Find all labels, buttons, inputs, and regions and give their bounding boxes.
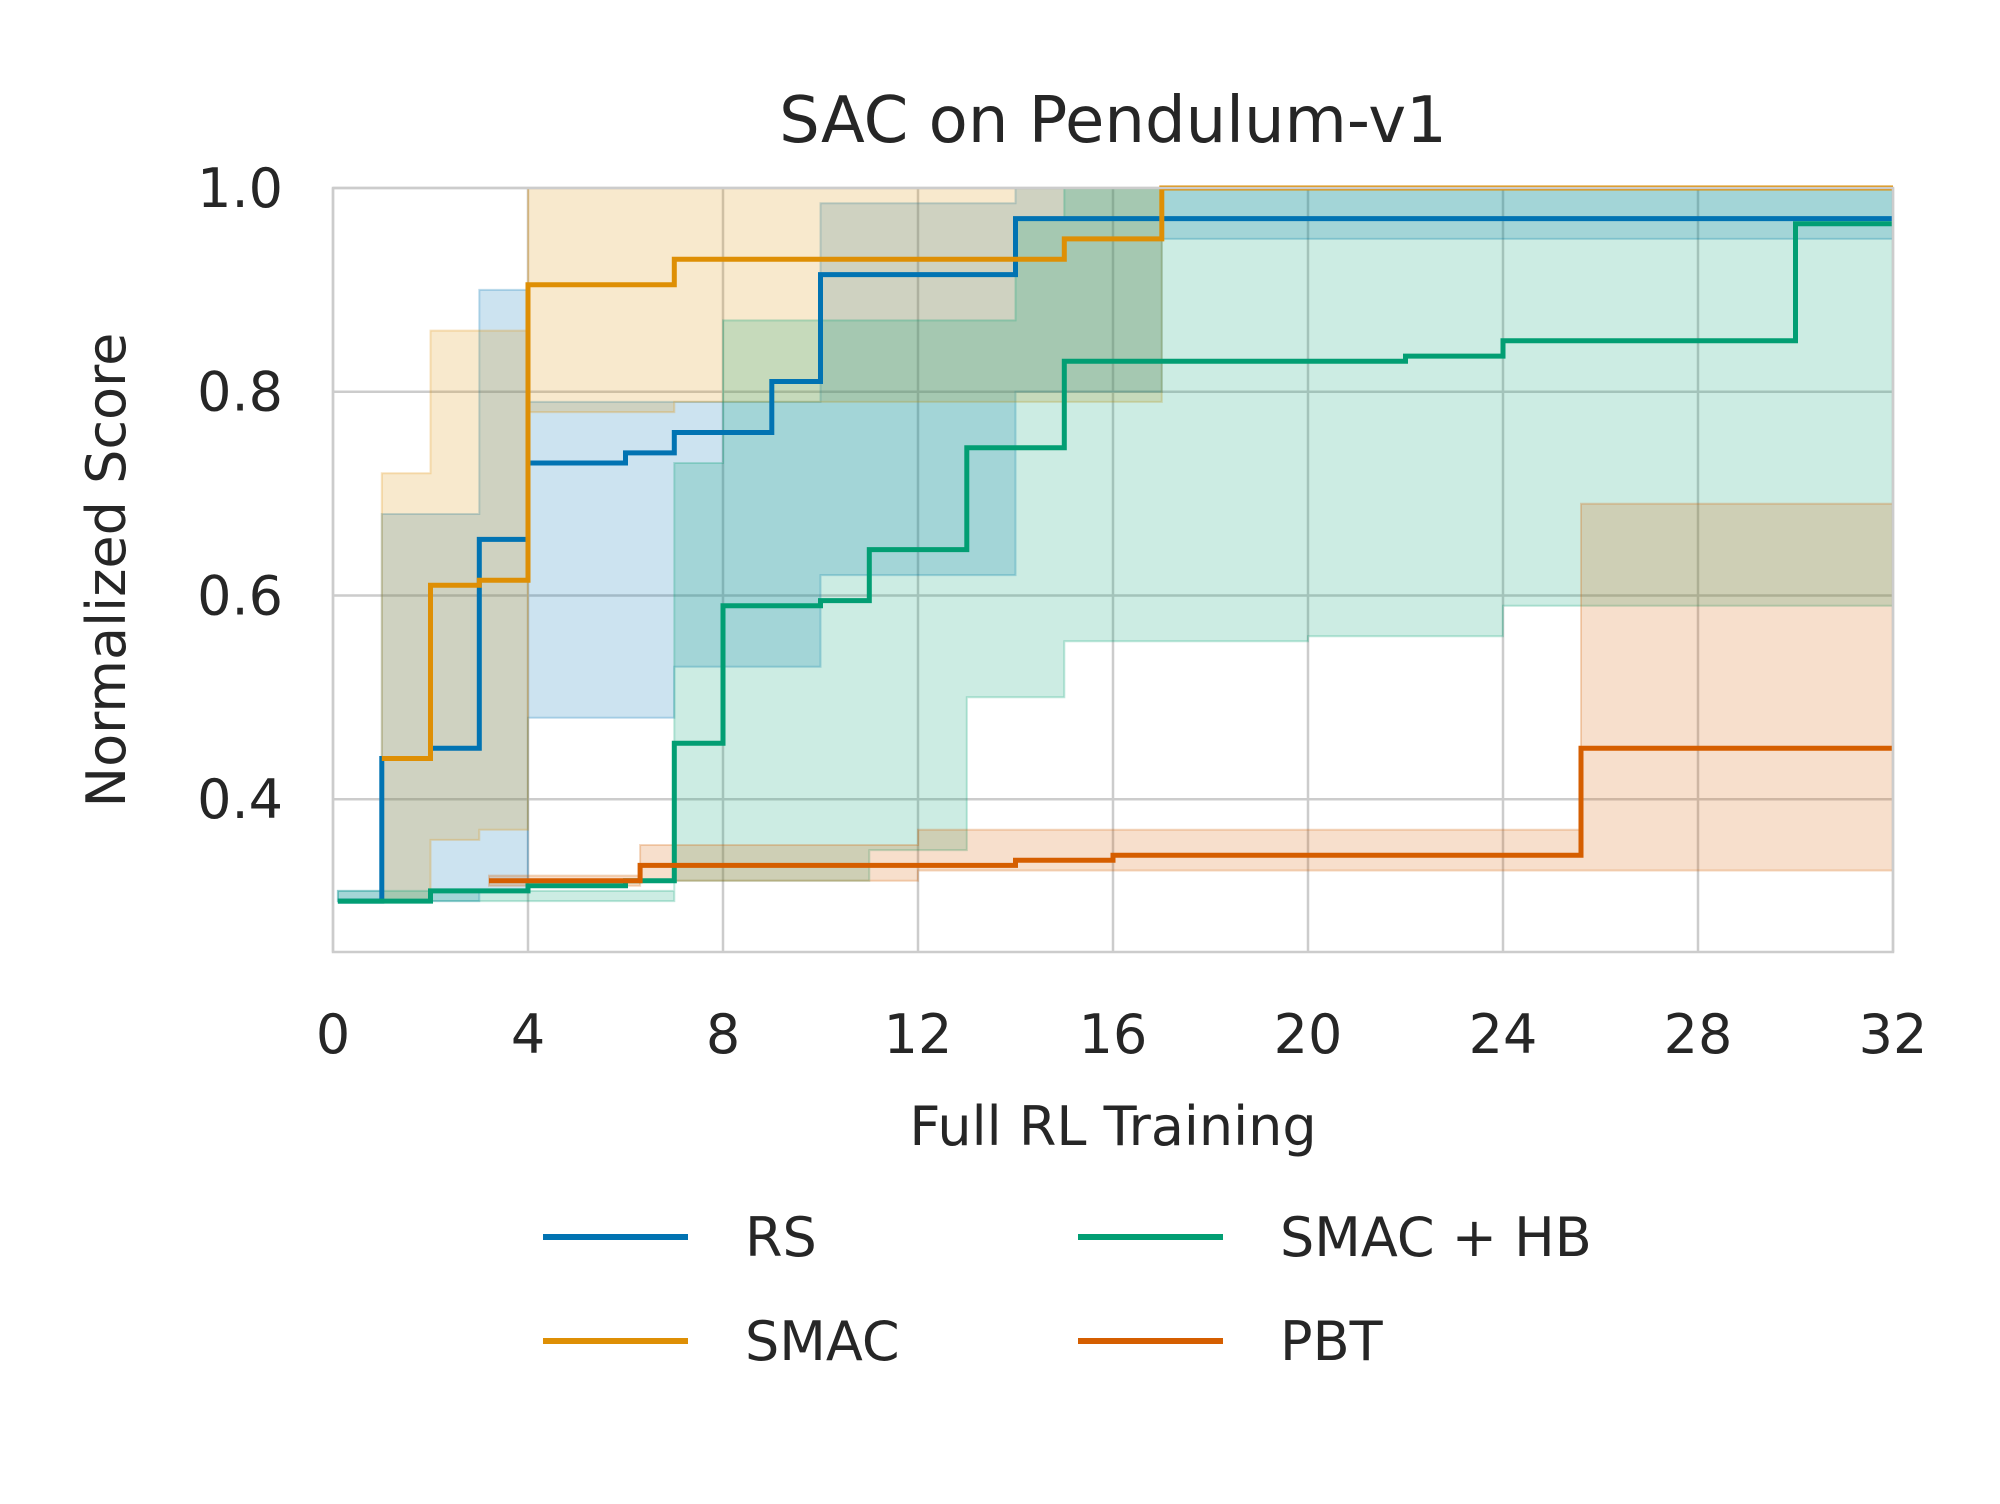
legend-label: SMAC + HB <box>1280 1206 1592 1269</box>
plot-frame <box>331 186 1895 954</box>
x-tick-label: 20 <box>1274 1003 1343 1066</box>
line-smac-hb <box>337 221 1893 904</box>
y-axis-label: Normalized Score <box>75 333 138 808</box>
y-tick-label: 0.6 <box>197 564 283 627</box>
legend-label: SMAC <box>745 1310 900 1373</box>
x-tick-label: 8 <box>706 1003 740 1066</box>
line-pbt <box>489 745 1893 884</box>
y-tick-label: 0.8 <box>197 361 283 424</box>
y-tick-labels: 0.4 0.6 0.8 1.0 <box>197 157 283 831</box>
chart-title: SAC on Pendulum-v1 <box>779 84 1447 158</box>
confidence-bands <box>336 187 1894 903</box>
x-tick-label: 24 <box>1469 1003 1538 1066</box>
y-tick-label: 0.4 <box>197 768 283 831</box>
x-tick-label: 16 <box>1079 1003 1148 1066</box>
x-tick-label: 4 <box>511 1003 545 1066</box>
x-tick-label: 32 <box>1859 1003 1928 1066</box>
band-smac-hb <box>336 187 1894 903</box>
x-tick-labels: 0 4 8 12 16 20 24 28 32 <box>316 1003 1928 1066</box>
x-tick-label: 12 <box>884 1003 953 1066</box>
plot-area <box>331 185 1895 954</box>
legend-item-pbt: PBT <box>1078 1310 1384 1373</box>
x-axis-label: Full RL Training <box>909 1095 1316 1158</box>
legend-label: RS <box>745 1206 817 1269</box>
x-tick-label: 0 <box>316 1003 350 1066</box>
line-smac <box>381 185 1893 761</box>
legend-item-smac: SMAC <box>543 1310 900 1373</box>
legend-item-rs: RS <box>543 1206 817 1269</box>
legend-item-smac-hb: SMAC + HB <box>1078 1206 1592 1269</box>
legend-label: PBT <box>1280 1310 1384 1373</box>
legend: RS SMAC SMAC + HB PBT <box>543 1206 1592 1373</box>
y-tick-label: 1.0 <box>197 157 283 220</box>
x-tick-label: 28 <box>1664 1003 1733 1066</box>
series-lines <box>337 185 1893 904</box>
